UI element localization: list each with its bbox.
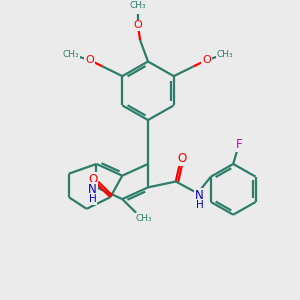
- Text: N: N: [88, 183, 97, 196]
- Text: F: F: [236, 138, 242, 151]
- Text: O: O: [134, 20, 142, 30]
- Text: CH₃: CH₃: [217, 50, 234, 59]
- Text: H: H: [196, 200, 203, 210]
- Text: CH₃: CH₃: [136, 214, 152, 223]
- Text: O: O: [85, 55, 94, 64]
- Text: H: H: [89, 194, 96, 204]
- Text: N: N: [195, 189, 204, 202]
- Text: CH₃: CH₃: [62, 50, 79, 59]
- Text: O: O: [202, 55, 211, 64]
- Text: O: O: [88, 173, 97, 186]
- Text: O: O: [177, 152, 186, 165]
- Text: CH₃: CH₃: [130, 2, 146, 10]
